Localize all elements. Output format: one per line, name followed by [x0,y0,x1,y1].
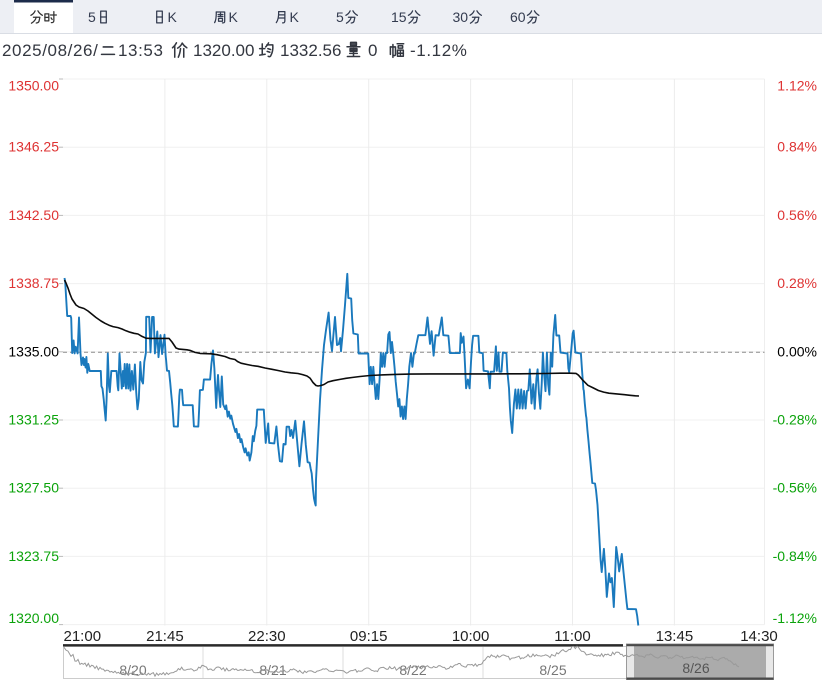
svg-text:-0.84%: -0.84% [773,548,817,564]
svg-text:1331.25: 1331.25 [8,412,59,428]
svg-text:21:00: 21:00 [64,628,102,645]
svg-text:1346.25: 1346.25 [8,139,59,155]
svg-text:21:45: 21:45 [146,628,184,645]
svg-text:0: 0 [368,41,377,60]
svg-text:-0.28%: -0.28% [773,412,817,428]
svg-text:K: K [229,9,239,25]
svg-text:1.12%: 1.12% [777,78,817,94]
svg-text:-1.12%: -1.12% [773,610,817,626]
svg-text:-1.12%: -1.12% [410,41,467,60]
svg-text:5: 5 [88,9,96,25]
svg-text:8/22: 8/22 [399,662,426,678]
svg-text:2025/08/26/: 2025/08/26/ [2,41,98,60]
svg-text:1332.56: 1332.56 [280,41,341,60]
svg-text:10:00: 10:00 [452,628,490,645]
svg-text:1320.00: 1320.00 [193,41,254,60]
svg-text:K: K [290,9,300,25]
svg-text:11:00: 11:00 [554,628,590,645]
svg-text:8/20: 8/20 [119,662,146,678]
svg-text:-0.56%: -0.56% [773,480,817,496]
svg-text:1350.00: 1350.00 [8,78,59,94]
svg-text:1342.50: 1342.50 [8,207,59,223]
svg-text:1338.75: 1338.75 [8,275,59,291]
svg-text:8/25: 8/25 [539,662,566,678]
svg-text:13:45: 13:45 [656,628,694,645]
svg-text:60: 60 [510,9,526,25]
svg-text:15: 15 [391,9,407,25]
svg-text:0.56%: 0.56% [777,207,817,223]
svg-text:8/26: 8/26 [682,660,709,676]
svg-text:0.28%: 0.28% [777,275,817,291]
svg-text:0.84%: 0.84% [777,139,817,155]
svg-text:22:30: 22:30 [248,628,286,645]
svg-text:13:53: 13:53 [118,41,164,60]
svg-text:09:15: 09:15 [350,628,388,645]
svg-text:0.00%: 0.00% [777,343,817,359]
svg-text:1335.00: 1335.00 [8,343,59,359]
svg-text:1327.50: 1327.50 [8,480,59,496]
svg-text:14:30: 14:30 [740,628,778,645]
svg-text:5: 5 [336,9,344,25]
svg-text:K: K [168,9,178,25]
svg-text:8/21: 8/21 [259,662,286,678]
svg-text:30: 30 [453,9,469,25]
svg-text:1323.75: 1323.75 [8,548,59,564]
svg-text:1320.00: 1320.00 [8,610,59,626]
